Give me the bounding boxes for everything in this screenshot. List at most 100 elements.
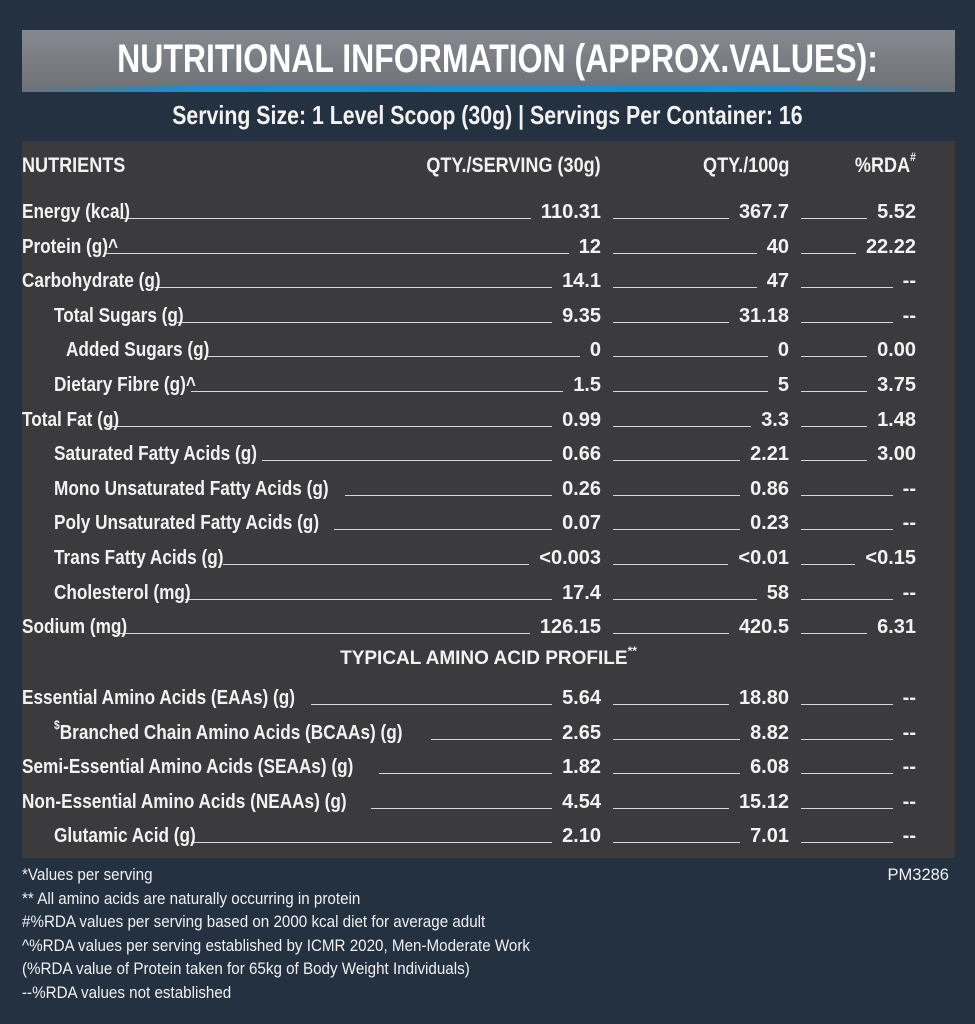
qty-per-100g: 0.23 [750, 512, 789, 535]
nutrient-name: Glutamic Acid (g) [54, 825, 196, 848]
rda-value: 3.00 [877, 443, 916, 466]
nutrient-name: Poly Unsaturated Fatty Acids (g) [54, 512, 320, 535]
table-row: Poly Unsaturated Fatty Acids (g) 0.07 0.23… [22, 507, 916, 535]
qty-per-100g: 5 [777, 374, 789, 396]
accent-divider [22, 86, 955, 92]
footnote: (%RDA value of Protein taken for 65kg of… [22, 960, 470, 978]
table-row: Sodium (mg) 126.15 420.5 6.31 [22, 611, 916, 639]
leader-line [613, 704, 729, 705]
rda-value: -- [902, 304, 916, 327]
table-row: Added Sugars (g) 0 0 0.00 [22, 334, 916, 362]
qty-per-serving: 1.5 [573, 374, 601, 396]
rda-value: 22.22 [865, 235, 916, 258]
nutrient-name: Non-Essential Amino Acids (NEAAs) (g) [22, 790, 347, 813]
table-row: Non-Essential Amino Acids (NEAAs) (g) 4.5… [22, 786, 916, 814]
leader-line [334, 529, 553, 531]
nutrient-name: Mono Unsaturated Fatty Acids (g) [54, 477, 329, 500]
leader-line [613, 598, 757, 600]
nutrient-name: Sodium (mg) [22, 616, 128, 639]
table-row: Trans Fatty Acids (g) <0.003 <0.01 <0.15 [22, 542, 916, 570]
leader-line [801, 842, 893, 844]
qty-per-100g: 8.82 [750, 721, 789, 744]
qty-per-serving: 17.4 [562, 581, 601, 604]
leader-line [801, 494, 893, 496]
leader-line [613, 391, 768, 392]
leader-line [204, 356, 580, 358]
leader-line [613, 842, 741, 844]
leader-line [190, 842, 553, 844]
table-row: Dietary Fibre (g)^ 1.5 5 3.75 [22, 369, 916, 397]
leader-line [801, 356, 868, 358]
leader-line [223, 564, 530, 565]
qty-per-100g: 18.80 [738, 687, 789, 709]
leader-line [116, 633, 530, 635]
nutrient-name: Trans Fatty Acids (g) [54, 547, 224, 569]
footnote: *Values per serving [22, 866, 153, 884]
nutrient-name: $Branched Chain Amino Acids (BCAAs) (g) [54, 717, 403, 744]
table-row: Glutamic Acid (g) 2.10 7.01 -- [22, 820, 916, 848]
table-header: NUTRIENTS QTY./SERVING (30g) QTY./100g %… [22, 150, 916, 178]
leader-line [801, 738, 893, 740]
rda-value: -- [902, 477, 916, 500]
rda-value: -- [902, 790, 916, 813]
leader-line [801, 287, 893, 289]
qty-per-serving: 126.15 [539, 616, 601, 639]
qty-per-serving: 0.07 [562, 512, 601, 535]
leader-line [801, 425, 868, 427]
table-row: $Branched Chain Amino Acids (BCAAs) (g) 2… [22, 717, 916, 745]
nutrient-name: Essential Amino Acids (EAAs) (g) [22, 687, 296, 709]
nutrient-name: Carbohydrate (g) [22, 270, 161, 293]
rda-value: -- [902, 581, 916, 604]
leader-line [801, 704, 893, 705]
rda-value: 6.31 [877, 616, 916, 639]
footnote: ^%RDA values per serving established by … [22, 936, 531, 955]
qty-per-serving: 0.99 [562, 408, 601, 431]
leader-line [613, 633, 729, 635]
leader-line [613, 425, 752, 427]
leader-line [801, 252, 856, 254]
nutrient-name: Total Sugars (g) [54, 304, 184, 327]
nutrition-table [22, 141, 955, 858]
serving-info: Serving Size: 1 Level Scoop (30g) | Serv… [172, 100, 803, 130]
leader-line [311, 704, 553, 705]
nutrient-name: Total Fat (g) [22, 408, 120, 431]
leader-line [613, 494, 741, 496]
page-title: NUTRITIONAL INFORMATION (APPROX.VALUES): [117, 37, 878, 81]
leader-line [155, 287, 553, 289]
leader-line [106, 425, 553, 427]
rda-value: 5.52 [877, 201, 916, 223]
footnote: ** All amino acids are naturally occurri… [22, 889, 361, 908]
qty-per-100g: 58 [766, 581, 789, 604]
nutrient-name: Semi-Essential Amino Acids (SEAAs) (g) [22, 756, 354, 779]
nutrient-name: Dietary Fibre (g)^ [54, 374, 196, 396]
rda-value: 1.48 [877, 408, 916, 431]
table-row: Essential Amino Acids (EAAs) (g) 5.64 18.8… [22, 682, 916, 710]
qty-per-100g: 2.21 [750, 443, 789, 466]
footnote: --%RDA values not established [22, 983, 232, 1002]
qty-per-serving: <0.003 [539, 547, 601, 569]
header-nutrients: NUTRIENTS [22, 154, 126, 177]
leader-line [176, 321, 553, 323]
leader-line [105, 252, 569, 254]
table-row: Saturated Fatty Acids (g) 0.66 2.21 3.00 [22, 438, 916, 466]
leader-line [613, 356, 768, 358]
qty-per-serving: 110.31 [540, 201, 601, 223]
qty-per-serving: 0.66 [562, 443, 601, 466]
leader-line [801, 598, 893, 600]
qty-per-serving: 4.54 [562, 790, 601, 813]
header-rda: %RDA# [855, 150, 916, 177]
nutrient-name: Protein (g)^ [22, 235, 119, 258]
qty-per-serving: 5.64 [562, 687, 601, 709]
nutrient-name: Cholesterol (mg) [54, 581, 191, 604]
qty-per-100g: 3.3 [761, 408, 789, 431]
leader-line [801, 564, 856, 565]
qty-per-serving: 0 [589, 339, 601, 362]
qty-per-100g: 420.5 [738, 616, 789, 639]
qty-per-serving: 0.26 [562, 477, 601, 500]
table-row: Protein (g)^ 12 40 22.22 [22, 231, 916, 259]
rda-value: -- [902, 721, 916, 744]
leader-line [801, 529, 893, 531]
qty-per-100g: 47 [766, 270, 789, 293]
nutrient-name: Energy (kcal) [22, 201, 131, 223]
qty-per-serving: 2.10 [562, 825, 601, 848]
